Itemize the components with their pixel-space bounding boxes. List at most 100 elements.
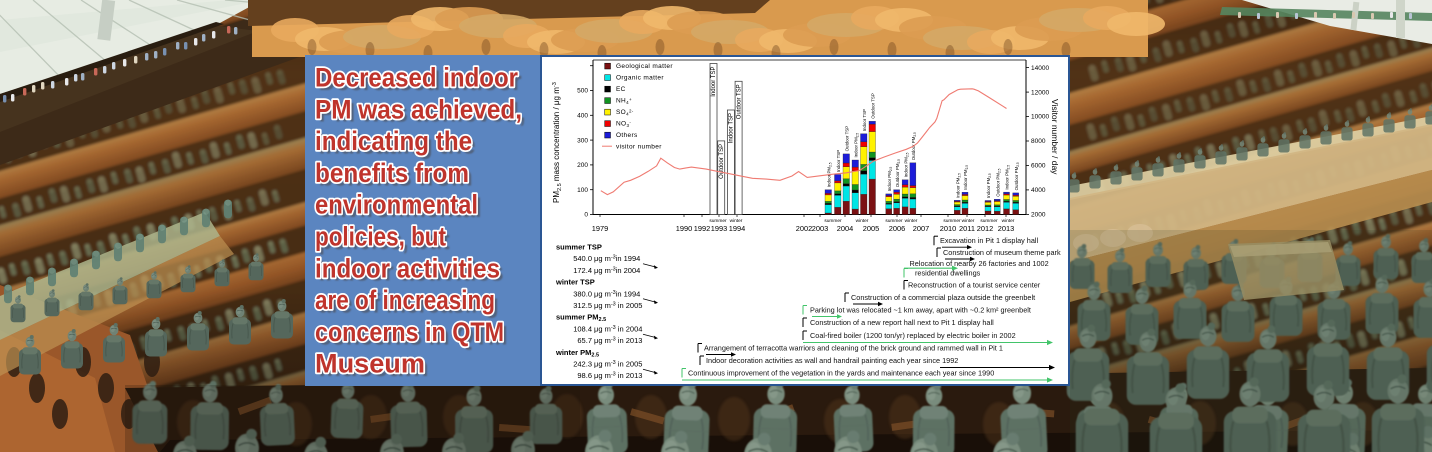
svg-text:policies, but: policies, but — [319, 225, 450, 255]
svg-text:concerns in QTM: concerns in QTM — [315, 317, 504, 347]
svg-text:Indoor TSP: Indoor TSP — [729, 113, 735, 143]
svg-text:summer TSP: summer TSP — [556, 243, 602, 252]
svg-text:Indoor TSP: Indoor TSP — [711, 67, 717, 97]
svg-text:0: 0 — [584, 212, 588, 219]
svg-text:200: 200 — [577, 162, 588, 169]
svg-text:summer: summer — [980, 218, 998, 224]
svg-text:μg m-3 in 2005: μg m-3 in 2005 — [594, 360, 642, 369]
svg-text:μg m-3in 1994: μg m-3in 1994 — [594, 254, 640, 263]
svg-text:Construction of a new report h: Construction of a new report hall next t… — [810, 318, 994, 327]
svg-text:summer: summer — [824, 218, 842, 224]
svg-text:Decreased indoor: Decreased indoor — [315, 63, 518, 93]
svg-text:2000: 2000 — [1031, 212, 1046, 219]
svg-text:winter: winter — [905, 218, 918, 224]
svg-text:Outdoor PM2.5: Outdoor PM2.5 — [895, 159, 901, 187]
svg-text:summer: summer — [709, 218, 727, 224]
svg-text:μg m-3 in 2013: μg m-3 in 2013 — [594, 371, 642, 380]
svg-text:winter: winter — [1002, 218, 1015, 224]
svg-text:500: 500 — [577, 88, 588, 95]
svg-text:μg m-3in 2004: μg m-3in 2004 — [594, 266, 640, 275]
svg-text:Organic matter: Organic matter — [616, 75, 664, 82]
svg-text:1990: 1990 — [676, 224, 692, 233]
svg-text:10000: 10000 — [1031, 114, 1049, 121]
svg-text:Others: Others — [616, 132, 638, 139]
svg-text:540.0: 540.0 — [573, 254, 592, 263]
svg-text:indicating the: indicating the — [315, 126, 472, 156]
svg-text:concerns in QTM: concerns in QTM — [319, 320, 508, 350]
svg-text:2012: 2012 — [977, 224, 993, 233]
svg-text:1979: 1979 — [592, 224, 608, 233]
svg-text:Relocation of nearby 26 factor: Relocation of nearby 26 factories and 10… — [910, 259, 1049, 268]
svg-text:NH4+: NH4+ — [616, 97, 632, 105]
svg-text:300: 300 — [577, 137, 588, 144]
svg-text:Outdoor TSP: Outdoor TSP — [719, 144, 725, 179]
svg-text:benefits from: benefits from — [319, 161, 473, 191]
svg-text:12000: 12000 — [1031, 89, 1049, 96]
svg-text:Museum: Museum — [315, 349, 425, 379]
svg-text:65.7: 65.7 — [577, 336, 592, 345]
svg-text:μg m-3 in 2005: μg m-3 in 2005 — [594, 301, 642, 310]
svg-text:indoor activities: indoor activities — [319, 257, 504, 287]
svg-text:Indoor TSP: Indoor TSP — [862, 109, 867, 131]
svg-text:environmental: environmental — [319, 193, 482, 223]
svg-text:Construction of museum theme p: Construction of museum theme park — [943, 248, 1061, 257]
svg-text:Indoor PM2.5: Indoor PM2.5 — [986, 173, 992, 198]
svg-text:μg m-3 in 2013: μg m-3 in 2013 — [594, 336, 642, 345]
svg-text:winter PM2.5: winter PM2.5 — [555, 348, 599, 359]
svg-text:μg m-3in 1994: μg m-3in 1994 — [594, 289, 640, 298]
svg-text:winter: winter — [856, 218, 869, 224]
svg-text:Indoor PM2.5: Indoor PM2.5 — [1005, 165, 1011, 190]
svg-text:Museum: Museum — [319, 352, 429, 382]
svg-text:Indoor PM2.5: Indoor PM2.5 — [853, 133, 859, 158]
svg-text:14000: 14000 — [1031, 65, 1049, 72]
svg-text:Indoor PM2.5: Indoor PM2.5 — [887, 166, 893, 191]
svg-text:winter: winter — [730, 218, 743, 224]
svg-text:2004: 2004 — [837, 224, 853, 233]
svg-text:4000: 4000 — [1031, 187, 1046, 194]
svg-text:Outdoor TSP: Outdoor TSP — [736, 84, 742, 119]
svg-text:Indoor PM2.5: Indoor PM2.5 — [955, 173, 961, 198]
svg-text:Indoor PM2.5: Indoor PM2.5 — [963, 165, 969, 190]
svg-text:312.5: 312.5 — [573, 301, 592, 310]
svg-text:benefits from: benefits from — [315, 158, 469, 188]
svg-text:Indoor PM2.5: Indoor PM2.5 — [903, 152, 909, 177]
svg-text:policies, but: policies, but — [315, 222, 446, 252]
svg-text:Indoor TSP: Indoor TSP — [836, 150, 841, 172]
svg-text:2005: 2005 — [863, 224, 879, 233]
svg-text:400: 400 — [577, 113, 588, 120]
svg-text:Decreased indoor: Decreased indoor — [319, 66, 522, 96]
svg-text:winter TSP: winter TSP — [555, 278, 595, 287]
svg-text:indoor activities: indoor activities — [315, 253, 500, 283]
svg-text:residential dwellings: residential dwellings — [915, 269, 981, 278]
svg-text:summer: summer — [885, 218, 903, 224]
svg-text:6000: 6000 — [1031, 163, 1046, 170]
svg-text:are of increasing: are of increasing — [315, 285, 495, 315]
svg-text:PM2.5 mass concentration / μg: PM2.5 mass concentration / μg m-3 — [552, 82, 563, 203]
svg-text:Reconstruction of a tourist se: Reconstruction of a tourist service cent… — [908, 281, 1041, 290]
svg-text:Excavation in Pit 1 display ha: Excavation in Pit 1 display hall — [940, 236, 1039, 245]
svg-text:Arrangement of terracotta warr: Arrangement of terracotta warriors and c… — [704, 344, 1003, 353]
svg-text:1992: 1992 — [694, 224, 710, 233]
svg-text:100: 100 — [577, 187, 588, 194]
svg-text:summer PM2.5: summer PM2.5 — [556, 313, 606, 324]
svg-text:Outdoor TSP: Outdoor TSP — [844, 126, 849, 152]
svg-text:Continuous improvement of the: Continuous improvement of the vegetation… — [688, 369, 994, 378]
svg-text:2011: 2011 — [959, 224, 975, 233]
svg-text:SO42-: SO42- — [616, 109, 634, 117]
svg-text:Outdoor PM2.5: Outdoor PM2.5 — [995, 168, 1001, 196]
svg-text:visitor number: visitor number — [616, 144, 662, 151]
svg-text:Outdoor PM2.5: Outdoor PM2.5 — [1014, 162, 1020, 190]
svg-text:2013: 2013 — [998, 224, 1014, 233]
svg-text:2006: 2006 — [889, 224, 905, 233]
svg-text:2003: 2003 — [812, 224, 828, 233]
svg-text:Coal-fired boiler (1200 ton/yr: Coal-fired boiler (1200 ton/yr) replaced… — [810, 331, 1016, 340]
svg-text:EC: EC — [616, 86, 626, 93]
svg-text:Indoor decoration activities a: Indoor decoration activities as wall and… — [706, 356, 958, 365]
svg-text:summer: summer — [943, 218, 961, 224]
svg-text:2010: 2010 — [940, 224, 956, 233]
svg-text:Parking lot was relocated ~1 k: Parking lot was relocated ~1 km away, ap… — [810, 306, 1031, 315]
svg-text:2007: 2007 — [913, 224, 929, 233]
svg-text:PM was achieved,: PM was achieved, — [315, 94, 522, 124]
svg-text:172.4: 172.4 — [573, 266, 592, 275]
svg-text:2002: 2002 — [796, 224, 812, 233]
